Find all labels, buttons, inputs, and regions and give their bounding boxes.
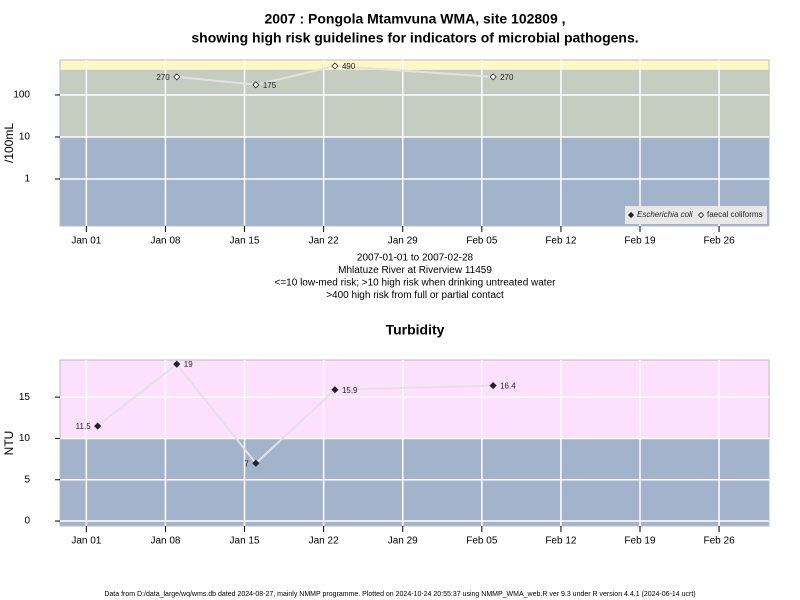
legend-label: Escherichia coli bbox=[637, 210, 693, 219]
y-tick-label: 5 bbox=[24, 474, 30, 485]
legend: Escherichia coli faecal coliforms bbox=[625, 206, 767, 224]
value-label: 15.9 bbox=[342, 386, 358, 395]
series-line bbox=[176, 64, 494, 86]
data-point bbox=[252, 459, 260, 467]
x-tick-label: Jan 08 bbox=[150, 536, 180, 547]
x-tick-label: Jan 22 bbox=[309, 236, 339, 247]
value-label: 11.5 bbox=[76, 422, 92, 431]
y-tick-label: 0 bbox=[24, 516, 30, 527]
y-axis-label: NTU bbox=[2, 431, 16, 456]
x-tick-label: Feb 19 bbox=[624, 536, 656, 547]
annotation: >400 high risk from full or partial cont… bbox=[326, 290, 504, 301]
annotation: Mhlatuze River at Riverview 11459 bbox=[338, 265, 492, 276]
x-tick-label: Feb 26 bbox=[704, 536, 736, 547]
chart-title: Turbidity bbox=[386, 322, 445, 338]
legend-box bbox=[625, 206, 767, 224]
plot-frame bbox=[59, 359, 770, 527]
x-tick-label: Feb 26 bbox=[704, 236, 736, 247]
y-tick-label: 10 bbox=[19, 433, 31, 444]
risk-band bbox=[60, 69, 769, 137]
x-tick-label: Jan 08 bbox=[150, 236, 180, 247]
x-tick-label: Feb 12 bbox=[545, 536, 577, 547]
data-point bbox=[94, 422, 102, 430]
x-tick-label: Jan 01 bbox=[71, 536, 101, 547]
value-label: 490 bbox=[342, 62, 356, 71]
data-point bbox=[331, 386, 339, 394]
chart-title: showing high risk guidelines for indicat… bbox=[191, 30, 638, 46]
plot-frame bbox=[59, 59, 770, 227]
x-tick-label: Jan 29 bbox=[388, 236, 418, 247]
x-tick-label: Feb 12 bbox=[545, 236, 577, 247]
data-point bbox=[252, 81, 260, 89]
risk-band bbox=[60, 438, 769, 526]
value-label: 16.4 bbox=[500, 382, 516, 391]
value-label: 175 bbox=[263, 81, 277, 90]
legend-marker bbox=[697, 211, 705, 219]
value-label: 19 bbox=[184, 360, 193, 369]
y-tick-label: 15 bbox=[19, 392, 31, 403]
value-label: 7 bbox=[244, 459, 249, 468]
legend-marker bbox=[627, 211, 635, 219]
x-tick-label: Feb 05 bbox=[466, 236, 498, 247]
value-label: 270 bbox=[500, 73, 514, 82]
y-tick-label: 10 bbox=[19, 132, 31, 143]
y-tick-label: 100 bbox=[13, 90, 30, 101]
x-tick-label: Jan 15 bbox=[230, 236, 260, 247]
legend-label: faecal coliforms bbox=[707, 210, 763, 219]
risk-band bbox=[60, 60, 769, 70]
data-point bbox=[331, 62, 339, 70]
y-tick-label: 1 bbox=[24, 174, 30, 185]
x-tick-label: Jan 15 bbox=[230, 536, 260, 547]
data-point bbox=[173, 360, 181, 368]
value-label: 270 bbox=[156, 73, 170, 82]
y-axis-label: /100mL bbox=[2, 123, 16, 163]
x-tick-label: Feb 05 bbox=[466, 536, 498, 547]
chart-title: 2007 : Pongola Mtamvuna WMA, site 102809… bbox=[264, 11, 565, 27]
x-tick-label: Jan 01 bbox=[71, 236, 101, 247]
data-point bbox=[173, 73, 181, 81]
data-point bbox=[489, 382, 497, 390]
x-tick-label: Jan 29 bbox=[388, 536, 418, 547]
annotation: <=10 low-med risk; >10 high risk when dr… bbox=[275, 278, 557, 289]
footer: Data from D:/data_large/wq/wms.db dated … bbox=[104, 591, 695, 598]
data-point bbox=[489, 73, 497, 81]
risk-band bbox=[60, 360, 769, 439]
x-tick-label: Feb 19 bbox=[624, 236, 656, 247]
annotation: 2007-01-01 to 2007-02-28 bbox=[357, 253, 474, 264]
x-tick-label: Jan 22 bbox=[309, 536, 339, 547]
